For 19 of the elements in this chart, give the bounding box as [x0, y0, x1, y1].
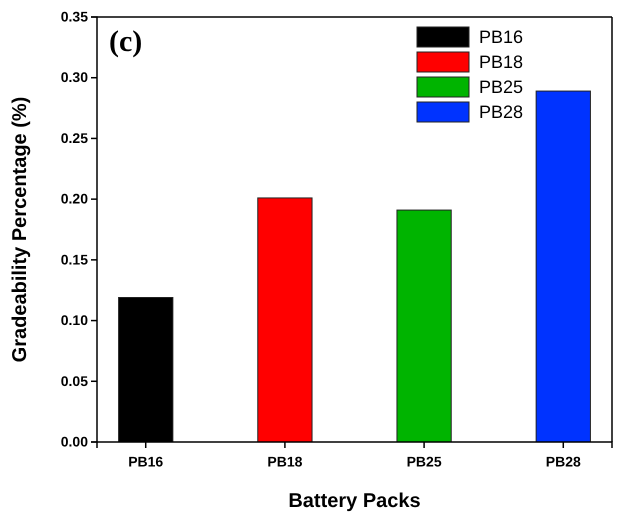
y-tick-label: 0.05 [60, 372, 88, 389]
legend-label: PB16 [479, 27, 524, 47]
y-axis-title: Gradeability Percentage (%) [9, 96, 31, 362]
y-tick-label: 0.10 [60, 312, 88, 328]
annotation: (c) [109, 25, 142, 58]
y-tick-label: 0.00 [60, 433, 88, 450]
y-tick-label: 0.20 [60, 190, 88, 207]
y-tick-label: 0.15 [60, 251, 88, 268]
y-tick-label: 0.30 [60, 69, 88, 86]
y-tick-label: 0.25 [60, 130, 88, 146]
x-tick-label: PB18 [267, 453, 303, 470]
x-tick-label: PB28 [546, 453, 582, 470]
legend-label: PB18 [479, 52, 524, 72]
x-tick-label: PB16 [128, 453, 164, 470]
legend-label: PB25 [479, 77, 524, 97]
legend-label: PB28 [479, 102, 524, 122]
y-tick-label: 0.35 [60, 8, 88, 24]
x-tick-label: PB25 [406, 453, 442, 470]
x-axis-title: Battery Packs [288, 490, 421, 512]
